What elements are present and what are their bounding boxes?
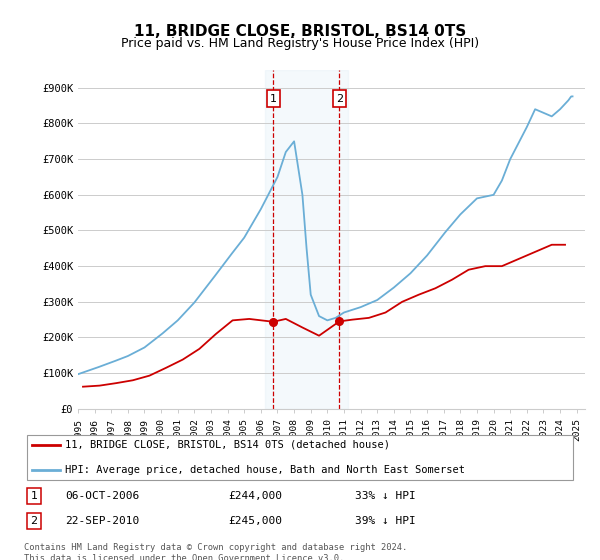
Text: 2: 2 xyxy=(31,516,37,526)
Text: £244,000: £244,000 xyxy=(228,491,282,501)
Text: Contains HM Land Registry data © Crown copyright and database right 2024.
This d: Contains HM Land Registry data © Crown c… xyxy=(24,543,407,560)
Text: 11, BRIDGE CLOSE, BRISTOL, BS14 0TS: 11, BRIDGE CLOSE, BRISTOL, BS14 0TS xyxy=(134,24,466,39)
Text: HPI: Average price, detached house, Bath and North East Somerset: HPI: Average price, detached house, Bath… xyxy=(65,465,466,475)
Text: 1: 1 xyxy=(31,491,37,501)
Text: 22-SEP-2010: 22-SEP-2010 xyxy=(65,516,140,526)
Text: 33% ↓ HPI: 33% ↓ HPI xyxy=(355,491,416,501)
Text: 39% ↓ HPI: 39% ↓ HPI xyxy=(355,516,416,526)
Text: 06-OCT-2006: 06-OCT-2006 xyxy=(65,491,140,501)
Text: £245,000: £245,000 xyxy=(228,516,282,526)
Text: 2: 2 xyxy=(336,94,343,104)
FancyBboxPatch shape xyxy=(27,435,573,480)
Text: Price paid vs. HM Land Registry's House Price Index (HPI): Price paid vs. HM Land Registry's House … xyxy=(121,37,479,50)
Text: 1: 1 xyxy=(270,94,277,104)
Bar xyxy=(265,70,347,409)
Text: 11, BRIDGE CLOSE, BRISTOL, BS14 0TS (detached house): 11, BRIDGE CLOSE, BRISTOL, BS14 0TS (det… xyxy=(65,440,391,450)
